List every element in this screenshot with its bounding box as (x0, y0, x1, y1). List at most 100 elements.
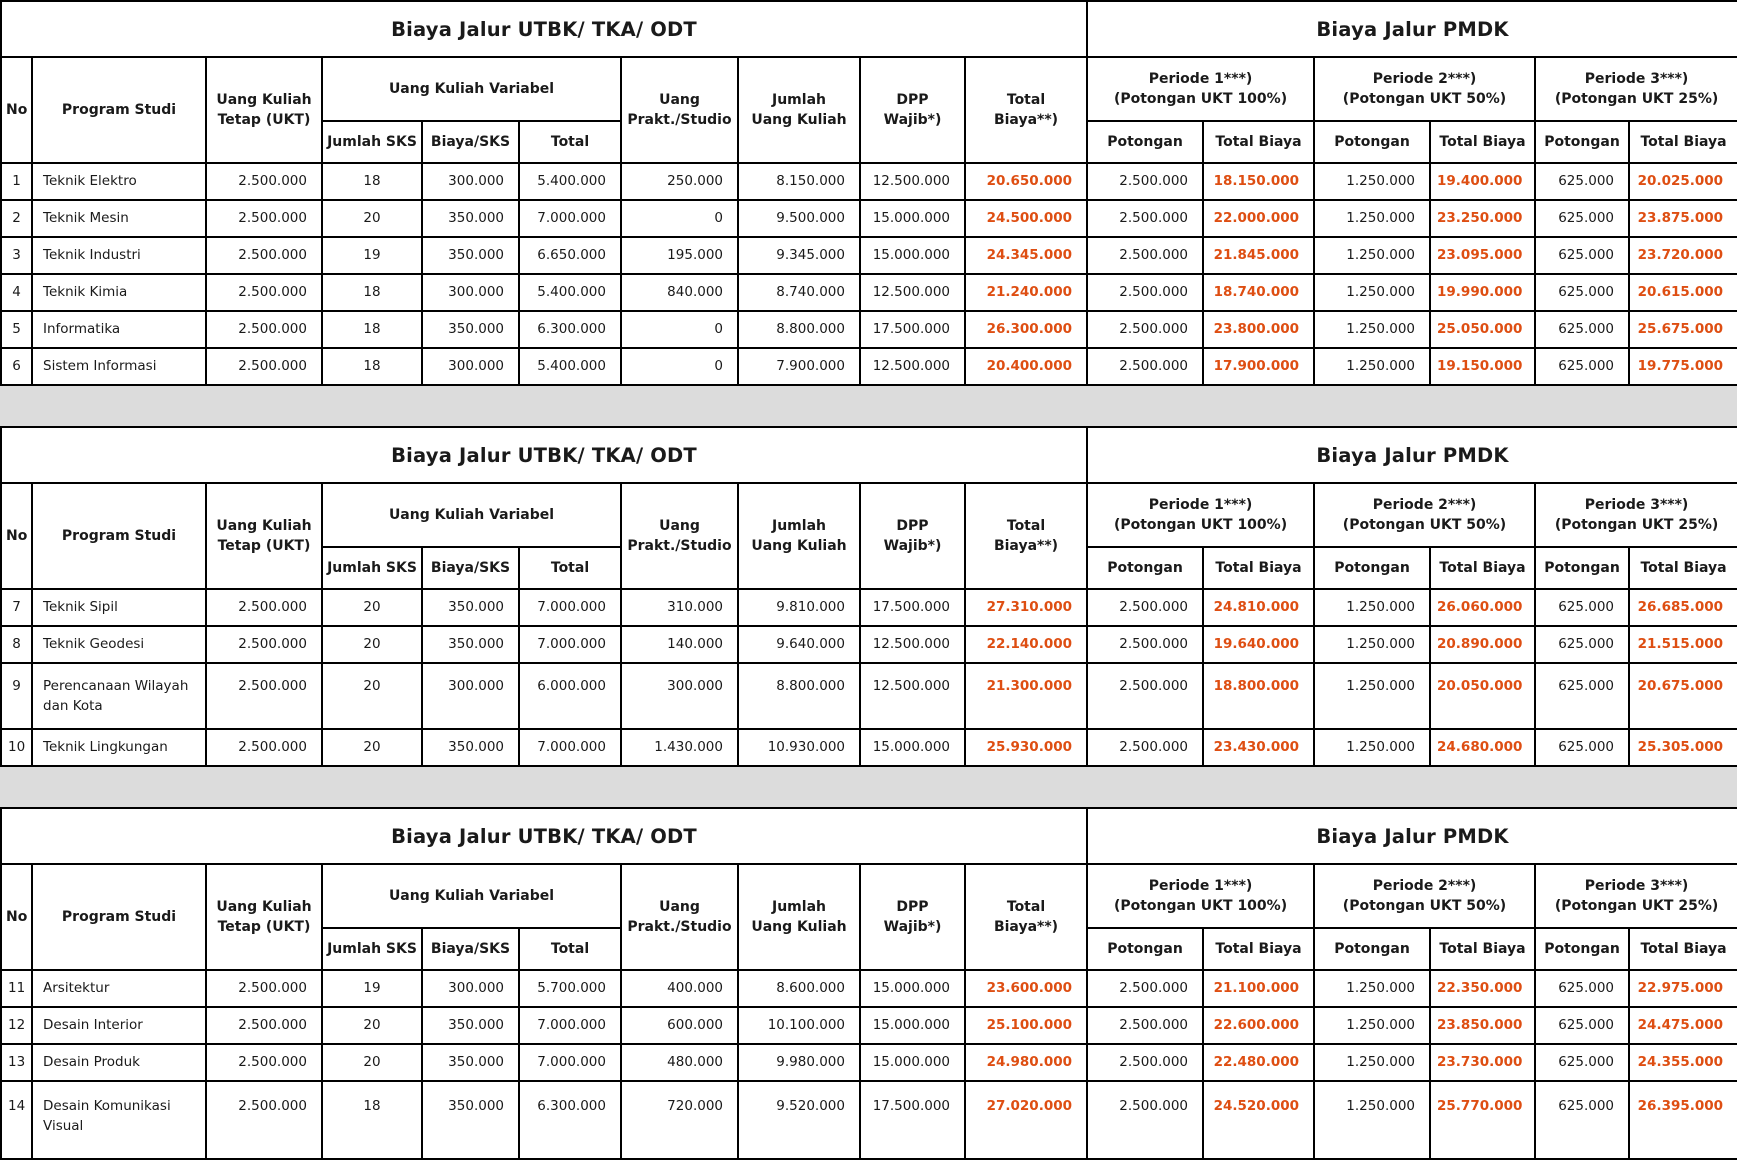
header-row-lower: Jumlah SKS Biaya/SKS Total Potongan Tota… (1, 546, 1737, 590)
uang-prakt-cell: 140.000 (620, 625, 739, 664)
header-p1-total-biaya: Total Biaya (1202, 546, 1316, 590)
p3-total-cell: 24.475.000 (1628, 1006, 1737, 1045)
p3-potongan-cell: 625.000 (1534, 347, 1631, 386)
table-row: 7 Teknik Sipil 2.500.000 20 350.000 7.000.000… (0, 588, 1737, 627)
uang-prakt-cell: 300.000 (620, 662, 739, 730)
total-biaya-cell: 22.140.000 (963, 625, 1089, 664)
section-title-pmdk: Biaya Jalur PMDK (1086, 0, 1737, 58)
header-uang-prakt-studio: Uang Prakt./Studio (620, 482, 739, 590)
total-biaya-cell: 21.240.000 (963, 273, 1089, 312)
dpp-cell: 15.000.000 (859, 1043, 966, 1082)
p1-total-cell: 22.480.000 (1202, 1043, 1316, 1082)
jumlah-sks-cell: 20 (321, 625, 423, 664)
p2-potongan-cell: 1.250.000 (1313, 1080, 1432, 1160)
no-cell: 8 (0, 625, 33, 664)
header-total: Total (518, 546, 622, 590)
biaya-sks-cell: 350.000 (421, 1080, 520, 1160)
total-biaya-cell: 24.345.000 (963, 236, 1089, 275)
jumlah-sks-cell: 18 (321, 273, 423, 312)
p1-total-cell: 24.810.000 (1202, 588, 1316, 627)
header-p3-total-biaya: Total Biaya (1628, 546, 1737, 590)
program-cell: Desain Komunikasi Visual (31, 1080, 207, 1160)
total-biaya-cell: 21.300.000 (963, 662, 1089, 730)
header-p2-total-biaya: Total Biaya (1429, 546, 1537, 590)
dpp-cell: 15.000.000 (859, 728, 966, 767)
section-title-row: Biaya Jalur UTBK/ TKA/ ODT Biaya Jalur P… (0, 807, 1737, 865)
p1-potongan-cell: 2.500.000 (1086, 347, 1205, 386)
no-cell: 2 (0, 199, 33, 238)
dpp-cell: 15.000.000 (859, 1006, 966, 1045)
p2-total-cell: 26.060.000 (1429, 588, 1537, 627)
p2-potongan-cell: 1.250.000 (1313, 236, 1432, 275)
total-variabel-cell: 7.000.000 (518, 1006, 622, 1045)
total-biaya-cell: 23.600.000 (963, 969, 1089, 1008)
p1-total-cell: 24.520.000 (1202, 1080, 1316, 1160)
p1-potongan-cell: 2.500.000 (1086, 199, 1205, 238)
p1-potongan-cell: 2.500.000 (1086, 1006, 1205, 1045)
jumlah-sks-cell: 18 (321, 1080, 423, 1160)
p1-potongan-cell: 2.500.000 (1086, 662, 1205, 730)
p3-potongan-cell: 625.000 (1534, 1006, 1631, 1045)
dpp-cell: 17.500.000 (859, 588, 966, 627)
dpp-cell: 17.500.000 (859, 310, 966, 349)
p2-total-cell: 19.150.000 (1429, 347, 1537, 386)
p3-potongan-cell: 625.000 (1534, 588, 1631, 627)
ukt-cell: 2.500.000 (205, 1006, 323, 1045)
jumlah-sks-cell: 20 (321, 728, 423, 767)
header-p2-total-biaya: Total Biaya (1429, 120, 1537, 164)
ukt-cell: 2.500.000 (205, 236, 323, 275)
p3-potongan-cell: 625.000 (1534, 273, 1631, 312)
jumlah-uang-kuliah-cell: 10.100.000 (737, 1006, 861, 1045)
dpp-cell: 12.500.000 (859, 273, 966, 312)
p3-potongan-cell: 625.000 (1534, 728, 1631, 767)
header-periode-1: Periode 1***) (Potongan UKT 100%) (1086, 56, 1316, 122)
jumlah-sks-cell: 18 (321, 310, 423, 349)
table-row: 12 Desain Interior 2.500.000 20 350.000 7.000… (0, 1006, 1737, 1045)
ukt-cell: 2.500.000 (205, 273, 323, 312)
no-cell: 7 (0, 588, 33, 627)
p1-potongan-cell: 2.500.000 (1086, 625, 1205, 664)
p1-total-cell: 23.430.000 (1202, 728, 1316, 767)
p2-potongan-cell: 1.250.000 (1313, 199, 1432, 238)
p1-potongan-cell: 2.500.000 (1086, 1080, 1205, 1160)
jumlah-uang-kuliah-cell: 8.150.000 (737, 162, 861, 201)
p1-potongan-cell: 2.500.000 (1086, 310, 1205, 349)
header-periode-3: Periode 3***) (Potongan UKT 25%) (1534, 56, 1737, 122)
p3-potongan-cell: 625.000 (1534, 625, 1631, 664)
jumlah-uang-kuliah-cell: 9.810.000 (737, 588, 861, 627)
p3-total-cell: 22.975.000 (1628, 969, 1737, 1008)
header-periode-1: Periode 1***) (Potongan UKT 100%) (1086, 863, 1316, 929)
p2-potongan-cell: 1.250.000 (1313, 310, 1432, 349)
total-variabel-cell: 5.400.000 (518, 347, 622, 386)
program-cell: Desain Produk (31, 1043, 207, 1082)
header-uang-kuliah-variabel: Uang Kuliah Variabel (321, 56, 622, 122)
p1-total-cell: 18.800.000 (1202, 662, 1316, 730)
p2-total-cell: 20.890.000 (1429, 625, 1537, 664)
program-cell: Teknik Mesin (31, 199, 207, 238)
header-jumlah-sks: Jumlah SKS (321, 546, 423, 590)
p3-potongan-cell: 625.000 (1534, 310, 1631, 349)
ukt-cell: 2.500.000 (205, 347, 323, 386)
p2-potongan-cell: 1.250.000 (1313, 1006, 1432, 1045)
p3-potongan-cell: 625.000 (1534, 1080, 1631, 1160)
biaya-sks-cell: 350.000 (421, 199, 520, 238)
biaya-sks-cell: 350.000 (421, 1006, 520, 1045)
table-row: 2 Teknik Mesin 2.500.000 20 350.000 7.000.000… (0, 199, 1737, 238)
p1-total-cell: 21.845.000 (1202, 236, 1316, 275)
total-biaya-cell: 25.930.000 (963, 728, 1089, 767)
biaya-sks-cell: 300.000 (421, 162, 520, 201)
jumlah-uang-kuliah-cell: 8.600.000 (737, 969, 861, 1008)
p1-total-cell: 18.740.000 (1202, 273, 1316, 312)
section-title-row: Biaya Jalur UTBK/ TKA/ ODT Biaya Jalur P… (0, 426, 1737, 484)
header-total-biaya: Total Biaya**) (963, 863, 1089, 971)
total-variabel-cell: 5.400.000 (518, 273, 622, 312)
no-cell: 13 (0, 1043, 33, 1082)
jumlah-uang-kuliah-cell: 9.980.000 (737, 1043, 861, 1082)
total-variabel-cell: 6.300.000 (518, 310, 622, 349)
header-program-studi: Program Studi (31, 863, 207, 971)
biaya-sks-cell: 350.000 (421, 728, 520, 767)
program-cell: Teknik Geodesi (31, 625, 207, 664)
p2-total-cell: 23.250.000 (1429, 199, 1537, 238)
header-dpp-wajib: DPP Wajib*) (859, 56, 966, 164)
p2-total-cell: 22.350.000 (1429, 969, 1537, 1008)
